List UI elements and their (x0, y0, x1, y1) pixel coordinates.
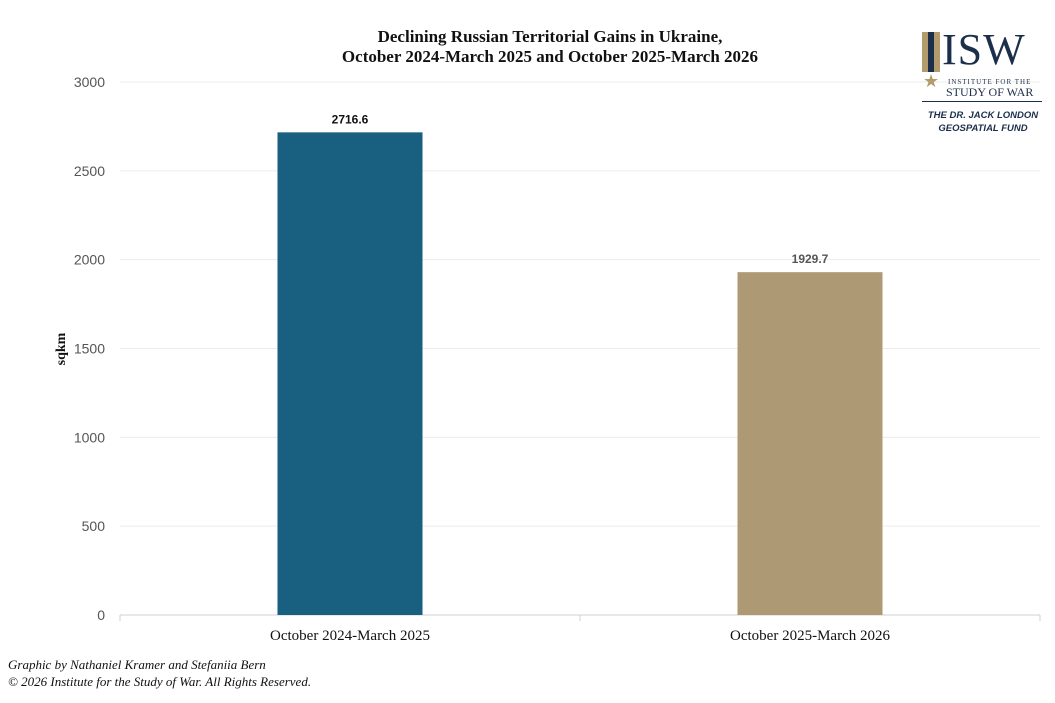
data-label: 1929.7 (792, 252, 829, 266)
x-tick-label: October 2024-March 2025 (270, 628, 430, 644)
y-tick-label: 1000 (74, 429, 105, 445)
logo-fund-line-1: THE DR. JACK LONDON (927, 110, 1039, 121)
copyright-line: © 2026 Institute for the Study of War. A… (8, 674, 312, 689)
y-tick-label: 1500 (74, 341, 105, 357)
y-axis-label: sqkm (54, 332, 69, 365)
credit-line-1: Graphic by Nathaniel Kramer and Stefanii… (8, 657, 266, 672)
chart-title-line-2: October 2024-March 2025 and October 2025… (341, 47, 759, 66)
y-tick-label: 2500 (74, 163, 105, 179)
logo-line-1: INSTITUTE FOR THE (948, 78, 1032, 86)
y-tick-label: 3000 (74, 74, 105, 90)
isw-logo: ★ ISW INSTITUTE FOR THE STUDY OF WAR THE… (922, 25, 1044, 138)
logo-pillar-core (928, 32, 934, 72)
y-tick-label: 0 (97, 607, 105, 623)
logo-line-2: STUDY OF WAR (946, 85, 1034, 99)
logo-fund-line-2: GEOSPATIAL FUND (938, 123, 1028, 134)
y-tick-label: 500 (82, 518, 106, 534)
x-tick-label: October 2025-March 2026 (730, 628, 890, 644)
logo-mark: ISW (942, 25, 1026, 74)
y-tick-label: 2000 (74, 252, 105, 268)
star-icon: ★ (923, 71, 940, 91)
logo-divider (922, 101, 1042, 102)
bar (277, 132, 423, 615)
data-label: 2716.6 (332, 112, 369, 126)
chart-title-line-1: Declining Russian Territorial Gains in U… (377, 27, 723, 46)
bar (737, 272, 883, 615)
